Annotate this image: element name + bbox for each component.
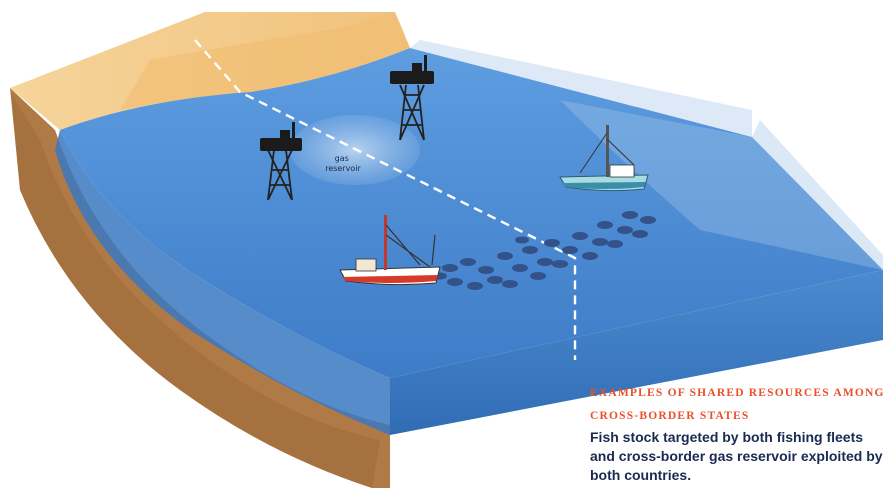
caption: EXAMPLES OF SHARED RESOURCES AMONG CROSS…: [590, 382, 885, 485]
caption-title-line-2: CROSS-BORDER STATES: [590, 405, 885, 428]
caption-body: Fish stock targeted by both fishing flee…: [590, 428, 885, 485]
caption-title-line-1: EXAMPLES OF SHARED RESOURCES AMONG: [590, 382, 885, 405]
